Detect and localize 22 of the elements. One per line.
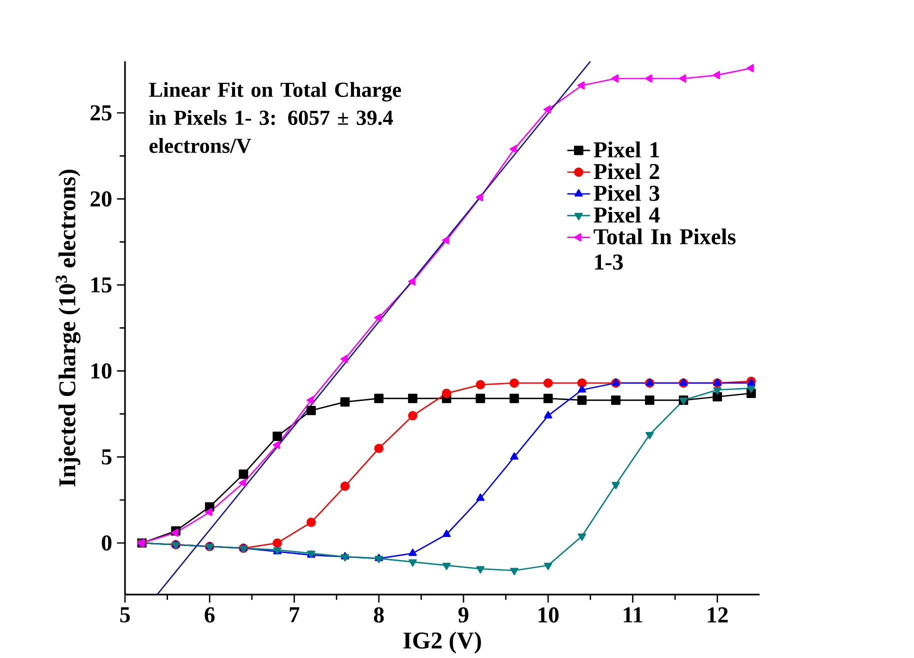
annotation: Linear Fit on Total Charge in Pixels 1- 3: 6057 ± 39.4 electrons/V	[149, 82, 402, 154]
y-axis-title: Injected Charge (10$^{3}$ electrons)	[56, 170, 80, 486]
legend-label: Pixel 2	[594, 163, 660, 180]
y-tick-label: 25	[90, 105, 112, 121]
x-tick-label: 6	[204, 607, 215, 623]
y-tick-label: 0	[102, 535, 112, 551]
x-axis-title: IG2 (V)	[403, 632, 481, 654]
y-tick-label: 5	[102, 449, 112, 465]
x-tick-label: 11	[624, 607, 642, 622]
x-tick-label: 9	[458, 607, 468, 623]
legend-label: Pixel 4	[594, 206, 660, 223]
legend-label: Pixel 1	[594, 142, 659, 158]
x-tick-label: 7	[290, 607, 300, 622]
x-tick-label: 10	[538, 607, 559, 623]
y-tick-label: 20	[90, 191, 112, 207]
legend-label: Total In Pixels 1-3	[594, 228, 736, 270]
y-tick-label: 15	[91, 277, 112, 293]
y-tick-label: 10	[91, 363, 112, 379]
x-tick-label: 5	[120, 607, 130, 622]
legend-label: Pixel 3	[594, 185, 660, 201]
x-tick-label: 8	[374, 607, 384, 623]
x-tick-label: 12	[708, 607, 728, 622]
